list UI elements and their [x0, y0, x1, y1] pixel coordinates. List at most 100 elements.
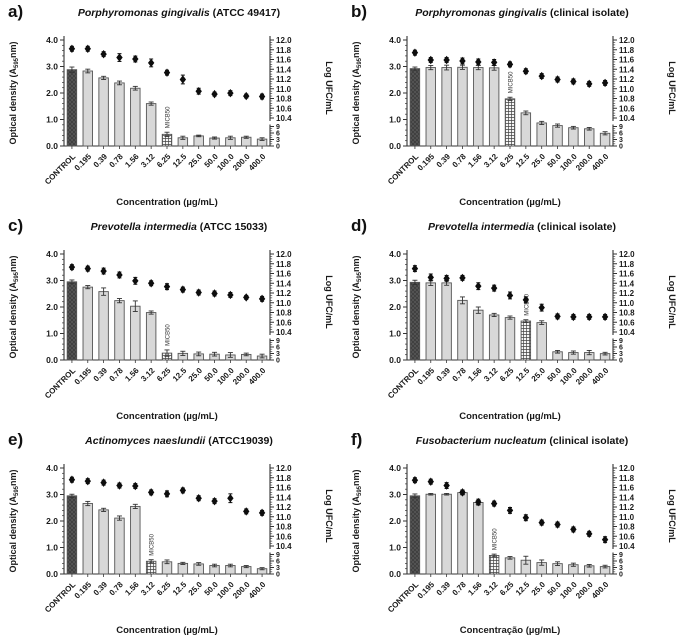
- cfu-diamond-marker: [443, 481, 450, 490]
- cfu-diamond-marker: [211, 496, 218, 506]
- cfu-diamond-marker: [84, 264, 91, 273]
- panel-e: e) Actinomyces naeslundii (ATCC19039) 0.…: [0, 428, 342, 642]
- x-tick-label: 3.12: [139, 580, 157, 598]
- cfu-diamond-marker: [411, 264, 419, 273]
- cfu-diamond-marker: [227, 88, 234, 98]
- right-tick-label: 12.0: [619, 250, 635, 259]
- x-tick-label: 6.25: [155, 152, 173, 170]
- x-tick-label: 1.56: [466, 152, 484, 170]
- cfu-diamond-marker: [522, 513, 530, 522]
- cfu-diamond-marker: [459, 56, 466, 66]
- left-axis-title: Optical density (A595nm): [351, 469, 363, 572]
- strain-name: (clinical isolate): [547, 7, 629, 19]
- left-tick-label: 4.0: [46, 249, 58, 259]
- right-axis-title: Log UFC/mL: [324, 61, 334, 115]
- chart-b: 0.01.02.03.04.0 12.011.811.611.411.211.01…: [351, 35, 677, 208]
- left-axis-title: Optical density (A595nm): [8, 41, 20, 144]
- right-tick-label: 11.2: [276, 289, 292, 298]
- right-tick-label: 11.0: [276, 299, 292, 308]
- bar: [425, 493, 436, 575]
- bar: [473, 501, 484, 575]
- panel-letter: d): [351, 216, 368, 235]
- x-tick-label: CONTROL: [43, 366, 77, 400]
- right-tick-label: 11.8: [619, 260, 635, 269]
- right-tick-label: 10.4: [619, 114, 635, 123]
- right-tick-label: 10.6: [619, 532, 635, 541]
- bar-control: [409, 281, 421, 361]
- cfu-diamond-marker: [243, 91, 250, 101]
- mic-annotation: MICB50: [524, 293, 530, 315]
- right-tick-label: 3: [276, 351, 280, 358]
- right-tick-label: 11.4: [276, 493, 292, 502]
- cfu-diamond-marker: [538, 303, 545, 312]
- bar: [82, 70, 93, 147]
- right-tick-label: 11.6: [276, 56, 292, 65]
- cfu-diamond-marker: [554, 75, 561, 84]
- x-tick-label: 0.78: [107, 152, 125, 170]
- cfu-diamond-marker: [443, 274, 450, 283]
- cfu-diamond-marker: [601, 78, 609, 88]
- left-tick-label: 3.0: [46, 276, 58, 286]
- bar-mic: [520, 320, 532, 361]
- x-tick-label: 0.195: [73, 580, 94, 601]
- x-tick-label: 400.0: [247, 580, 268, 601]
- x-tick-label: 0.195: [416, 580, 437, 601]
- right-axis-title: Log UFC/mL: [324, 489, 334, 543]
- right-tick-label: 11.2: [276, 503, 292, 512]
- cfu-diamond-marker: [506, 506, 514, 515]
- strain-name: (clinical isolate): [534, 221, 616, 233]
- right-tick-label: 3: [619, 565, 623, 572]
- cfu-diamond-marker: [601, 312, 609, 322]
- cfu-diamond-marker: [132, 54, 139, 64]
- cfu-diamond-marker: [475, 57, 482, 67]
- right-tick-label: 11.8: [619, 46, 635, 55]
- panel-letter: f): [351, 430, 363, 449]
- panel-a: a) Porphyromonas gingivalis (ATCC 49417)…: [0, 0, 342, 214]
- bar: [425, 67, 436, 147]
- chart-c: 0.01.02.03.04.0 12.011.811.611.411.211.01…: [8, 249, 334, 422]
- right-tick-label: 12.0: [276, 464, 292, 473]
- panel-title: Actinomyces naeslundii (ATCC19039): [34, 435, 324, 447]
- cfu-diamond-marker: [68, 44, 76, 53]
- left-tick-label: 0.0: [46, 355, 58, 365]
- x-tick-label: 0.78: [450, 366, 468, 384]
- x-tick-label: CONTROL: [386, 152, 420, 186]
- panel-title: Prevotella intermedia (clinical isolate): [377, 221, 667, 233]
- x-tick-label: 3.12: [482, 152, 500, 170]
- right-tick-label: 0: [619, 572, 623, 579]
- cfu-diamond-marker: [179, 75, 187, 84]
- bar: [536, 322, 547, 361]
- cfu-diamond-marker: [443, 55, 450, 65]
- bar: [504, 317, 516, 361]
- cfu-diamond-marker: [116, 270, 123, 280]
- bar: [568, 127, 579, 147]
- right-tick-label: 0: [619, 358, 623, 365]
- species-name: Actinomyces naeslundii: [85, 435, 206, 447]
- right-tick-label: 11.6: [276, 484, 292, 493]
- right-tick-label: 10.4: [276, 542, 292, 551]
- right-tick-label: 12.0: [276, 250, 292, 259]
- right-tick-label: 10.6: [276, 104, 292, 113]
- right-tick-label: 11.6: [276, 270, 292, 279]
- right-tick-label: 6: [276, 559, 280, 566]
- x-tick-label: 25.0: [530, 152, 548, 170]
- right-tick-label: 12.0: [276, 36, 292, 45]
- right-tick-label: 10.8: [276, 309, 292, 318]
- cfu-diamond-marker: [586, 529, 593, 539]
- left-tick-label: 1.0: [46, 329, 58, 339]
- cfu-diamond-marker: [84, 476, 91, 486]
- bar-control: [66, 281, 78, 361]
- cfu-diamond-marker: [147, 279, 155, 288]
- left-tick-label: 0.0: [46, 569, 58, 579]
- bar: [114, 300, 125, 361]
- bar: [473, 309, 484, 361]
- left-tick-label: 1.0: [46, 543, 58, 553]
- bar: [114, 82, 125, 147]
- cfu-diamond-marker: [195, 494, 202, 503]
- x-tick-label: 1.56: [466, 366, 484, 384]
- species-name: Prevotella intermedia: [90, 221, 197, 233]
- cfu-diamond-marker: [243, 293, 250, 302]
- x-tick-label: 400.0: [247, 366, 268, 387]
- cfu-diamond-marker: [554, 520, 561, 529]
- x-tick-label: 25.0: [187, 366, 205, 384]
